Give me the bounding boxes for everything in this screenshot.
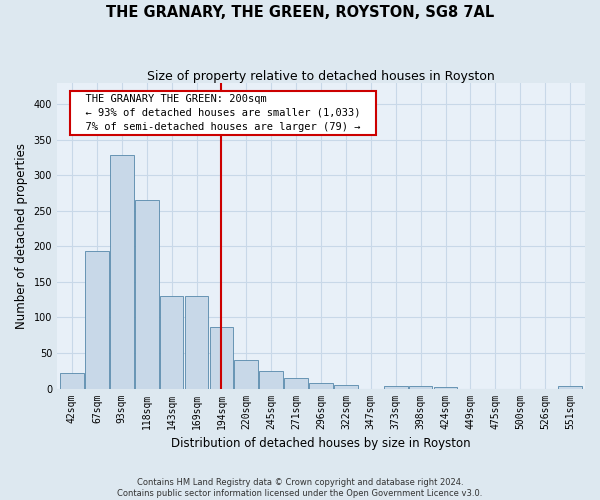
Text: THE GRANARY, THE GREEN, ROYSTON, SG8 7AL: THE GRANARY, THE GREEN, ROYSTON, SG8 7AL	[106, 5, 494, 20]
Bar	[160, 296, 184, 388]
Bar	[235, 360, 258, 388]
Bar	[558, 386, 582, 388]
Bar	[60, 373, 84, 388]
Y-axis label: Number of detached properties: Number of detached properties	[15, 143, 28, 329]
X-axis label: Distribution of detached houses by size in Royston: Distribution of detached houses by size …	[171, 437, 471, 450]
Bar	[185, 296, 208, 388]
Bar	[110, 156, 134, 388]
Bar	[434, 387, 457, 388]
Text: THE GRANARY THE GREEN: 200sqm  
  ← 93% of detached houses are smaller (1,033)  : THE GRANARY THE GREEN: 200sqm ← 93% of d…	[73, 94, 373, 132]
Bar	[384, 386, 407, 388]
Title: Size of property relative to detached houses in Royston: Size of property relative to detached ho…	[147, 70, 495, 83]
Bar	[334, 385, 358, 388]
Bar	[409, 386, 433, 388]
Bar	[284, 378, 308, 388]
Bar	[135, 200, 158, 388]
Text: Contains HM Land Registry data © Crown copyright and database right 2024.
Contai: Contains HM Land Registry data © Crown c…	[118, 478, 482, 498]
Bar	[209, 326, 233, 388]
Bar	[85, 252, 109, 388]
Bar	[309, 383, 333, 388]
Bar	[259, 371, 283, 388]
